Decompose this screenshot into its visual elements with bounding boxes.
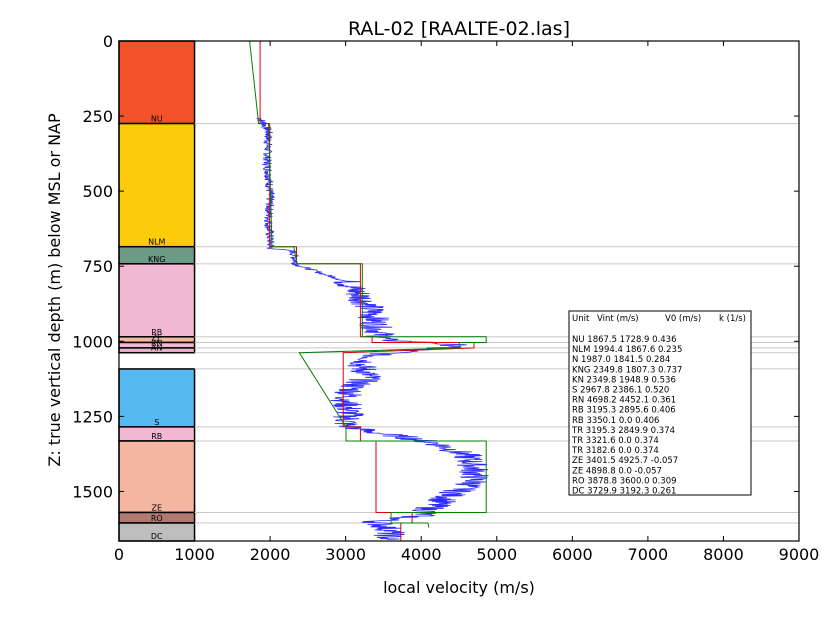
legend-frame (568, 310, 752, 496)
legend-box: Unit Vint (m/s) V0 (m/s) k (1/s) NU 1867.5 1… (568, 310, 752, 497)
legend-row: TR 3321.6 0.0 0.374 (571, 436, 659, 446)
legend-header: V0 (m/s) (665, 314, 701, 324)
x-tick-label: 2000 (250, 545, 291, 564)
legend-row: RB 3350.1 0.0 0.406 (572, 416, 659, 426)
unit-block (118, 440, 196, 514)
unit-label: KNG (148, 255, 165, 264)
x-tick-label: 5000 (476, 545, 517, 564)
y-tick-label: 1500 (72, 482, 113, 501)
series-linear-velocity-model (249, 40, 487, 528)
chart-title: RAL-02 [RAALTE-02.las] (348, 18, 570, 40)
x-tick-label: 7000 (628, 545, 669, 564)
y-axis-label: Z: true vertical depth (m) below MSL or … (45, 113, 64, 467)
unit-block (118, 122, 196, 248)
unit-label: S (154, 418, 159, 427)
legend-row: DC 3729.9 3192.3 0.261 (572, 487, 676, 497)
legend-row: KN 2349.8 1948.9 0.536 (572, 375, 676, 385)
x-tick-label: 8000 (703, 545, 744, 564)
y-tick-label: 500 (82, 182, 113, 201)
legend-header: k (1/s) (719, 314, 746, 324)
legend-row: S 2967.8 2386.1 0.520 (572, 386, 669, 396)
x-tick-label: 1000 (174, 545, 215, 564)
unit-block (118, 40, 196, 125)
legend-row: NU 1867.5 1728.9 0.436 (572, 335, 677, 345)
y-tick-label: 1000 (72, 332, 113, 351)
y-tick-label: 750 (82, 257, 113, 276)
x-tick-label: 4000 (401, 545, 442, 564)
legend-row: N 1987.0 1841.5 0.284 (572, 355, 670, 365)
x-axis-label: local velocity (m/s) (383, 578, 535, 597)
x-tick-label: 0 (114, 545, 124, 564)
unit-label: ZE (152, 334, 163, 343)
legend-row: ZE 4898.8 0.0 -0.057 (572, 466, 662, 476)
unit-label: ZE (152, 503, 163, 512)
unit-label: RB (151, 432, 162, 441)
legend-row: RO 3878.8 3600.0 0.309 (572, 476, 677, 486)
x-tick-label: 9000 (779, 545, 820, 564)
x-tick-label: 6000 (552, 545, 593, 564)
unit-label: DC (151, 532, 163, 541)
unit-label: NLM (148, 238, 165, 247)
unit-label: RN (151, 339, 163, 348)
axes: 0 1000 2000 3000 4000 5000 6000 7000 8000 9000 0 25… (72, 32, 819, 564)
legend-row: RN 4698.2 4452.1 0.361 (572, 396, 676, 406)
x-tick-label: 3000 (325, 545, 366, 564)
legend-row: NLM 1994.4 1867.6 0.235 (572, 345, 682, 355)
legend-header: Vint (m/s) (597, 314, 639, 324)
axes-frame (118, 40, 800, 542)
unit-label: RB (151, 328, 162, 337)
y-tick-label: 0 (103, 32, 113, 51)
unit-label: NU (151, 115, 163, 124)
legend-header: Unit (572, 314, 590, 324)
unit-label: RO (151, 514, 163, 523)
unit-block (118, 263, 196, 338)
unit-label: AN (151, 344, 162, 353)
y-tick-label: 1250 (72, 407, 113, 426)
legend-row: RB 3195.3 2895.6 0.406 (572, 406, 676, 416)
y-tick-label: 250 (82, 107, 113, 126)
legend-row: KNG 2349.8 1807.3 0.737 (572, 365, 682, 375)
series-lines (249, 40, 489, 541)
legend-row: ZE 3401.5 4925.7 -0.057 (572, 456, 678, 466)
unit-block (118, 368, 196, 428)
legend-row: TR 3182.6 0.0 0.374 (571, 446, 659, 456)
legend-row: TR 3195.3 2849.9 0.374 (571, 426, 675, 436)
